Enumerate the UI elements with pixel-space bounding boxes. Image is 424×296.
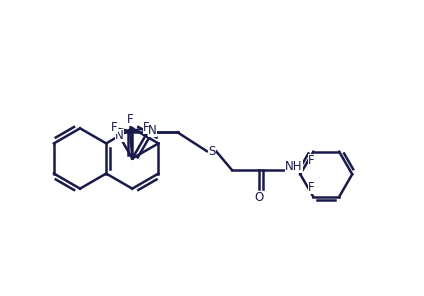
- Text: O: O: [254, 191, 264, 204]
- Text: F: F: [308, 181, 315, 194]
- Text: N: N: [115, 129, 124, 142]
- Text: F: F: [143, 120, 149, 133]
- Text: N: N: [148, 124, 157, 137]
- Text: NH: NH: [285, 160, 303, 173]
- Text: S: S: [208, 145, 215, 158]
- Text: F: F: [308, 155, 315, 168]
- Text: F: F: [127, 113, 134, 126]
- Text: F: F: [111, 120, 117, 133]
